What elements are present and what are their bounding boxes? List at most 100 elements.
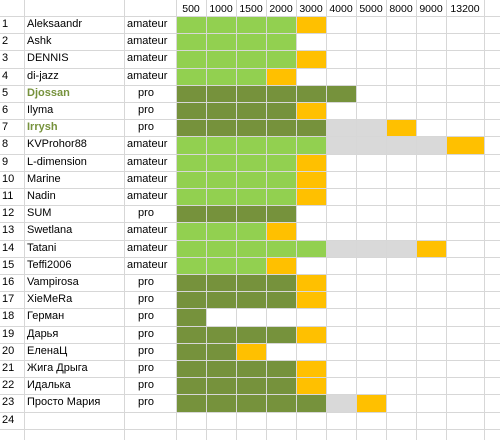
progress-cell-8000[interactable] bbox=[386, 394, 416, 411]
progress-cell-9000[interactable] bbox=[416, 85, 446, 102]
progress-cell-3000[interactable] bbox=[296, 188, 326, 206]
progress-cell-1500[interactable] bbox=[236, 239, 266, 257]
progress-cell-8000[interactable] bbox=[386, 222, 416, 239]
progress-cell-1000[interactable] bbox=[206, 33, 236, 51]
progress-cell-5000[interactable] bbox=[356, 222, 386, 239]
progress-cell-4000[interactable] bbox=[326, 257, 356, 274]
progress-cell-13200[interactable] bbox=[446, 274, 484, 291]
progress-cell-9000[interactable] bbox=[416, 68, 446, 85]
progress-cell-1000[interactable] bbox=[206, 16, 236, 34]
progress-cell-5000[interactable] bbox=[356, 394, 386, 412]
progress-cell-4000[interactable] bbox=[326, 84, 356, 102]
progress-cell-500[interactable] bbox=[176, 308, 206, 326]
progress-cell-5000[interactable] bbox=[356, 291, 386, 308]
progress-cell-13200[interactable] bbox=[446, 16, 484, 33]
corner-cell[interactable] bbox=[0, 0, 24, 16]
progress-cell-2000[interactable] bbox=[266, 394, 296, 412]
progress-cell-13200[interactable] bbox=[446, 257, 484, 274]
column-header-13200[interactable]: 13200 bbox=[450, 3, 480, 15]
progress-cell-3000[interactable] bbox=[296, 412, 326, 429]
progress-cell-4000[interactable] bbox=[326, 239, 356, 257]
progress-cell-3000[interactable] bbox=[296, 205, 326, 222]
progress-cell-8000[interactable] bbox=[386, 188, 416, 205]
progress-cell-4000[interactable] bbox=[326, 119, 356, 137]
progress-cell-5000[interactable] bbox=[356, 205, 386, 222]
progress-cell-5000[interactable] bbox=[356, 360, 386, 377]
player-type[interactable]: amateur bbox=[127, 190, 168, 202]
progress-cell-5000[interactable] bbox=[356, 50, 386, 67]
player-name[interactable]: Жига Дрыга bbox=[27, 362, 88, 374]
player-name[interactable]: Идалька bbox=[27, 379, 71, 392]
progress-cell-3000[interactable] bbox=[296, 119, 326, 137]
progress-cell-2000[interactable] bbox=[266, 33, 296, 51]
progress-cell-5000[interactable] bbox=[356, 274, 386, 291]
progress-cell-4000[interactable] bbox=[326, 188, 356, 205]
progress-cell-500[interactable] bbox=[176, 33, 206, 51]
progress-cell-500[interactable] bbox=[176, 16, 206, 34]
progress-cell-2000[interactable] bbox=[266, 16, 296, 34]
progress-cell-5000[interactable] bbox=[356, 136, 386, 154]
progress-cell-13200[interactable] bbox=[446, 50, 484, 67]
progress-cell-500[interactable] bbox=[176, 102, 206, 120]
player-name[interactable]: Aleksaandr bbox=[27, 18, 83, 30]
player-name[interactable]: DENNIS bbox=[27, 52, 69, 65]
progress-cell-13200[interactable] bbox=[446, 240, 484, 257]
progress-cell-13200[interactable] bbox=[446, 68, 484, 85]
player-name[interactable]: Герман bbox=[27, 310, 65, 323]
progress-cell-4000[interactable] bbox=[326, 326, 356, 343]
progress-cell-1500[interactable] bbox=[236, 170, 266, 188]
progress-cell-5000[interactable] bbox=[356, 308, 386, 325]
progress-cell-500[interactable] bbox=[176, 153, 206, 171]
column-header-2000[interactable]: 2000 bbox=[269, 3, 293, 15]
player-name[interactable]: Ashk bbox=[27, 35, 52, 48]
progress-cell-8000[interactable] bbox=[386, 119, 416, 137]
progress-cell-13200[interactable] bbox=[446, 85, 484, 102]
player-type[interactable]: amateur bbox=[127, 155, 168, 168]
progress-cell-5000[interactable] bbox=[356, 326, 386, 343]
progress-cell-1500[interactable] bbox=[236, 377, 266, 395]
progress-cell-9000[interactable] bbox=[416, 33, 446, 50]
progress-cell-500[interactable] bbox=[176, 291, 206, 309]
player-name[interactable]: SUM bbox=[27, 207, 52, 220]
progress-cell-500[interactable] bbox=[176, 360, 206, 378]
progress-cell-4000[interactable] bbox=[326, 68, 356, 85]
progress-cell-500[interactable] bbox=[176, 239, 206, 257]
progress-cell-500[interactable] bbox=[176, 50, 206, 68]
progress-cell-13200[interactable] bbox=[446, 326, 484, 343]
progress-cell-1000[interactable] bbox=[206, 170, 236, 188]
progress-cell-500[interactable] bbox=[176, 377, 206, 395]
player-name[interactable]: Дарья bbox=[27, 327, 59, 340]
progress-cell-500[interactable] bbox=[176, 325, 206, 343]
progress-cell-4000[interactable] bbox=[326, 171, 356, 188]
column-header-1500[interactable]: 1500 bbox=[239, 3, 263, 15]
progress-cell-1000[interactable] bbox=[206, 325, 236, 343]
progress-cell-8000[interactable] bbox=[386, 85, 416, 102]
progress-cell-5000[interactable] bbox=[356, 68, 386, 85]
progress-cell-8000[interactable] bbox=[386, 136, 416, 154]
progress-cell-3000[interactable] bbox=[296, 170, 326, 188]
progress-cell-13200[interactable] bbox=[446, 171, 484, 188]
progress-cell-1500[interactable] bbox=[236, 188, 266, 206]
progress-cell-13200[interactable] bbox=[446, 154, 484, 171]
progress-cell-2000[interactable] bbox=[266, 188, 296, 206]
progress-cell-4000[interactable] bbox=[326, 16, 356, 33]
player-type[interactable]: pro bbox=[138, 344, 154, 357]
progress-cell-9000[interactable] bbox=[416, 171, 446, 188]
progress-cell-1000[interactable] bbox=[206, 360, 236, 378]
progress-cell-5000[interactable] bbox=[356, 257, 386, 274]
progress-cell-3000[interactable] bbox=[296, 257, 326, 274]
progress-cell-2000[interactable] bbox=[266, 274, 296, 292]
column-header-500[interactable]: 500 bbox=[182, 3, 200, 15]
progress-cell-1500[interactable] bbox=[236, 291, 266, 309]
progress-cell-8000[interactable] bbox=[386, 360, 416, 377]
progress-cell-3000[interactable] bbox=[296, 291, 326, 309]
progress-cell-13200[interactable] bbox=[446, 343, 484, 360]
progress-cell-2000[interactable] bbox=[266, 377, 296, 395]
progress-cell-1000[interactable] bbox=[206, 102, 236, 120]
progress-cell-500[interactable] bbox=[176, 170, 206, 188]
progress-cell-3000[interactable] bbox=[296, 325, 326, 343]
progress-cell-1000[interactable] bbox=[206, 67, 236, 85]
player-type[interactable]: pro bbox=[138, 310, 154, 323]
player-type[interactable]: amateur bbox=[127, 172, 168, 185]
column-header-3000[interactable]: 3000 bbox=[299, 3, 323, 15]
